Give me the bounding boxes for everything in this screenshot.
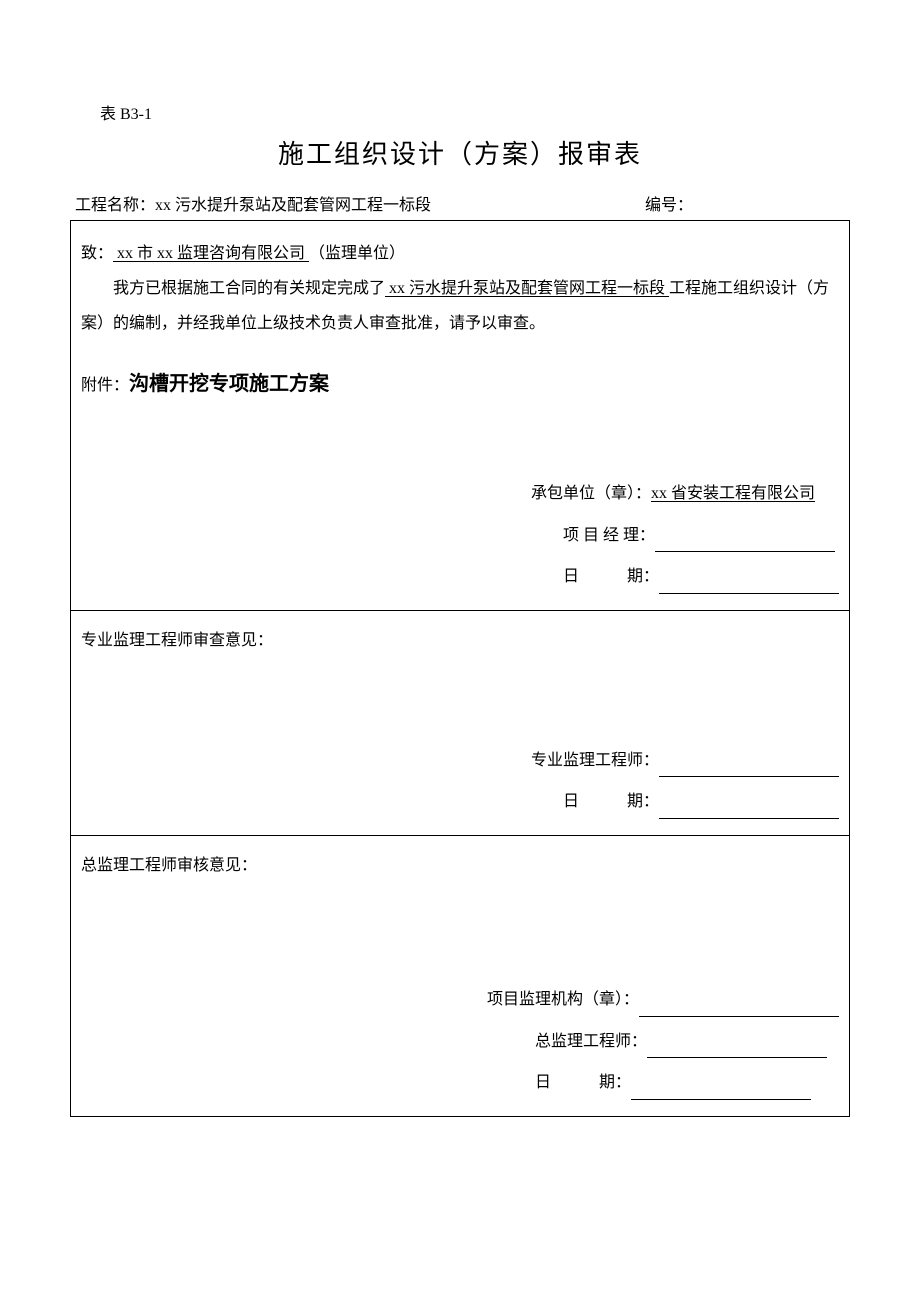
supervisor-unit: xx 市 xx 监理咨询有限公司 <box>113 245 309 262</box>
section-professional-engineer: 专业监理工程师审查意见： 专业监理工程师： 日 期： <box>71 611 849 836</box>
date-blank-1 <box>659 593 839 594</box>
date-line-3: 日 期： <box>487 1062 839 1104</box>
date-line-1: 日 期： <box>531 556 839 598</box>
contractor-name: xx 省安装工程有限公司 <box>651 485 815 502</box>
serial-label: 编号： <box>645 197 693 214</box>
chief-line: 总监理工程师： <box>487 1021 839 1063</box>
to-line: 致： xx 市 xx 监理咨询有限公司 （监理单位） <box>81 236 839 271</box>
contractor-signature-block: 承包单位（章）：xx 省安装工程有限公司 项 目 经 理： 日 期： <box>531 473 839 598</box>
date-line-2: 日 期： <box>531 781 839 823</box>
project-label: 工程名称： <box>75 197 155 214</box>
form-title: 施工组织设计（方案）报审表 <box>70 134 850 171</box>
pro-engineer-line: 专业监理工程师： <box>531 740 839 782</box>
main-table: 致： xx 市 xx 监理咨询有限公司 （监理单位） 我方已根据施工合同的有关规… <box>70 220 850 1117</box>
attachment-line: 附件：沟槽开挖专项施工方案 <box>81 367 839 396</box>
manager-label: 项 目 经 理： <box>563 515 655 557</box>
date-label-1: 日 期： <box>563 556 659 598</box>
body-project: xx 污水提升泵站及配套管网工程一标段 <box>385 280 669 297</box>
chief-signature-block: 项目监理机构（章）： 总监理工程师： 日 期： <box>487 979 839 1104</box>
chief-sig-label: 总监理工程师： <box>535 1021 647 1063</box>
attachment-name: 沟槽开挖专项施工方案 <box>129 373 329 395</box>
body-text: 我方已根据施工合同的有关规定完成了 xx 污水提升泵站及配套管网工程一标段 工程… <box>81 271 839 341</box>
attachment-label: 附件： <box>81 377 129 394</box>
pro-engineer-signature-block: 专业监理工程师： 日 期： <box>531 740 839 823</box>
date-label-3: 日 期： <box>535 1062 631 1104</box>
pro-engineer-sig-label: 专业监理工程师： <box>531 740 659 782</box>
chief-blank <box>647 1057 827 1058</box>
table-number: 表 B3-1 <box>100 100 850 124</box>
chief-engineer-label: 总监理工程师审核意见： <box>81 851 839 875</box>
pro-engineer-blank <box>659 776 839 777</box>
date-blank-2 <box>659 818 839 819</box>
org-label: 项目监理机构（章）： <box>487 979 639 1021</box>
section-contractor: 致： xx 市 xx 监理咨询有限公司 （监理单位） 我方已根据施工合同的有关规… <box>71 221 849 611</box>
section-chief-engineer: 总监理工程师审核意见： 项目监理机构（章）： 总监理工程师： 日 期： <box>71 836 849 1116</box>
to-label: 致： <box>81 245 113 262</box>
manager-line: 项 目 经 理： <box>531 515 839 557</box>
header-row: 工程名称：xx 污水提升泵站及配套管网工程一标段 编号： <box>70 191 850 215</box>
contractor-label: 承包单位（章）： <box>531 473 651 515</box>
project-name: xx 污水提升泵站及配套管网工程一标段 <box>155 197 431 214</box>
project-name-field: 工程名称：xx 污水提升泵站及配套管网工程一标段 <box>75 191 645 215</box>
supervisor-suffix: （监理单位） <box>309 245 405 262</box>
date-blank-3 <box>631 1099 811 1100</box>
contractor-line: 承包单位（章）：xx 省安装工程有限公司 <box>531 473 839 515</box>
pro-engineer-label: 专业监理工程师审查意见： <box>81 626 839 650</box>
date-label-2: 日 期： <box>563 781 659 823</box>
manager-blank <box>655 551 835 552</box>
body-prefix: 我方已根据施工合同的有关规定完成了 <box>113 280 385 297</box>
org-blank <box>639 1016 839 1017</box>
org-line: 项目监理机构（章）： <box>487 979 839 1021</box>
serial-field: 编号： <box>645 191 845 215</box>
